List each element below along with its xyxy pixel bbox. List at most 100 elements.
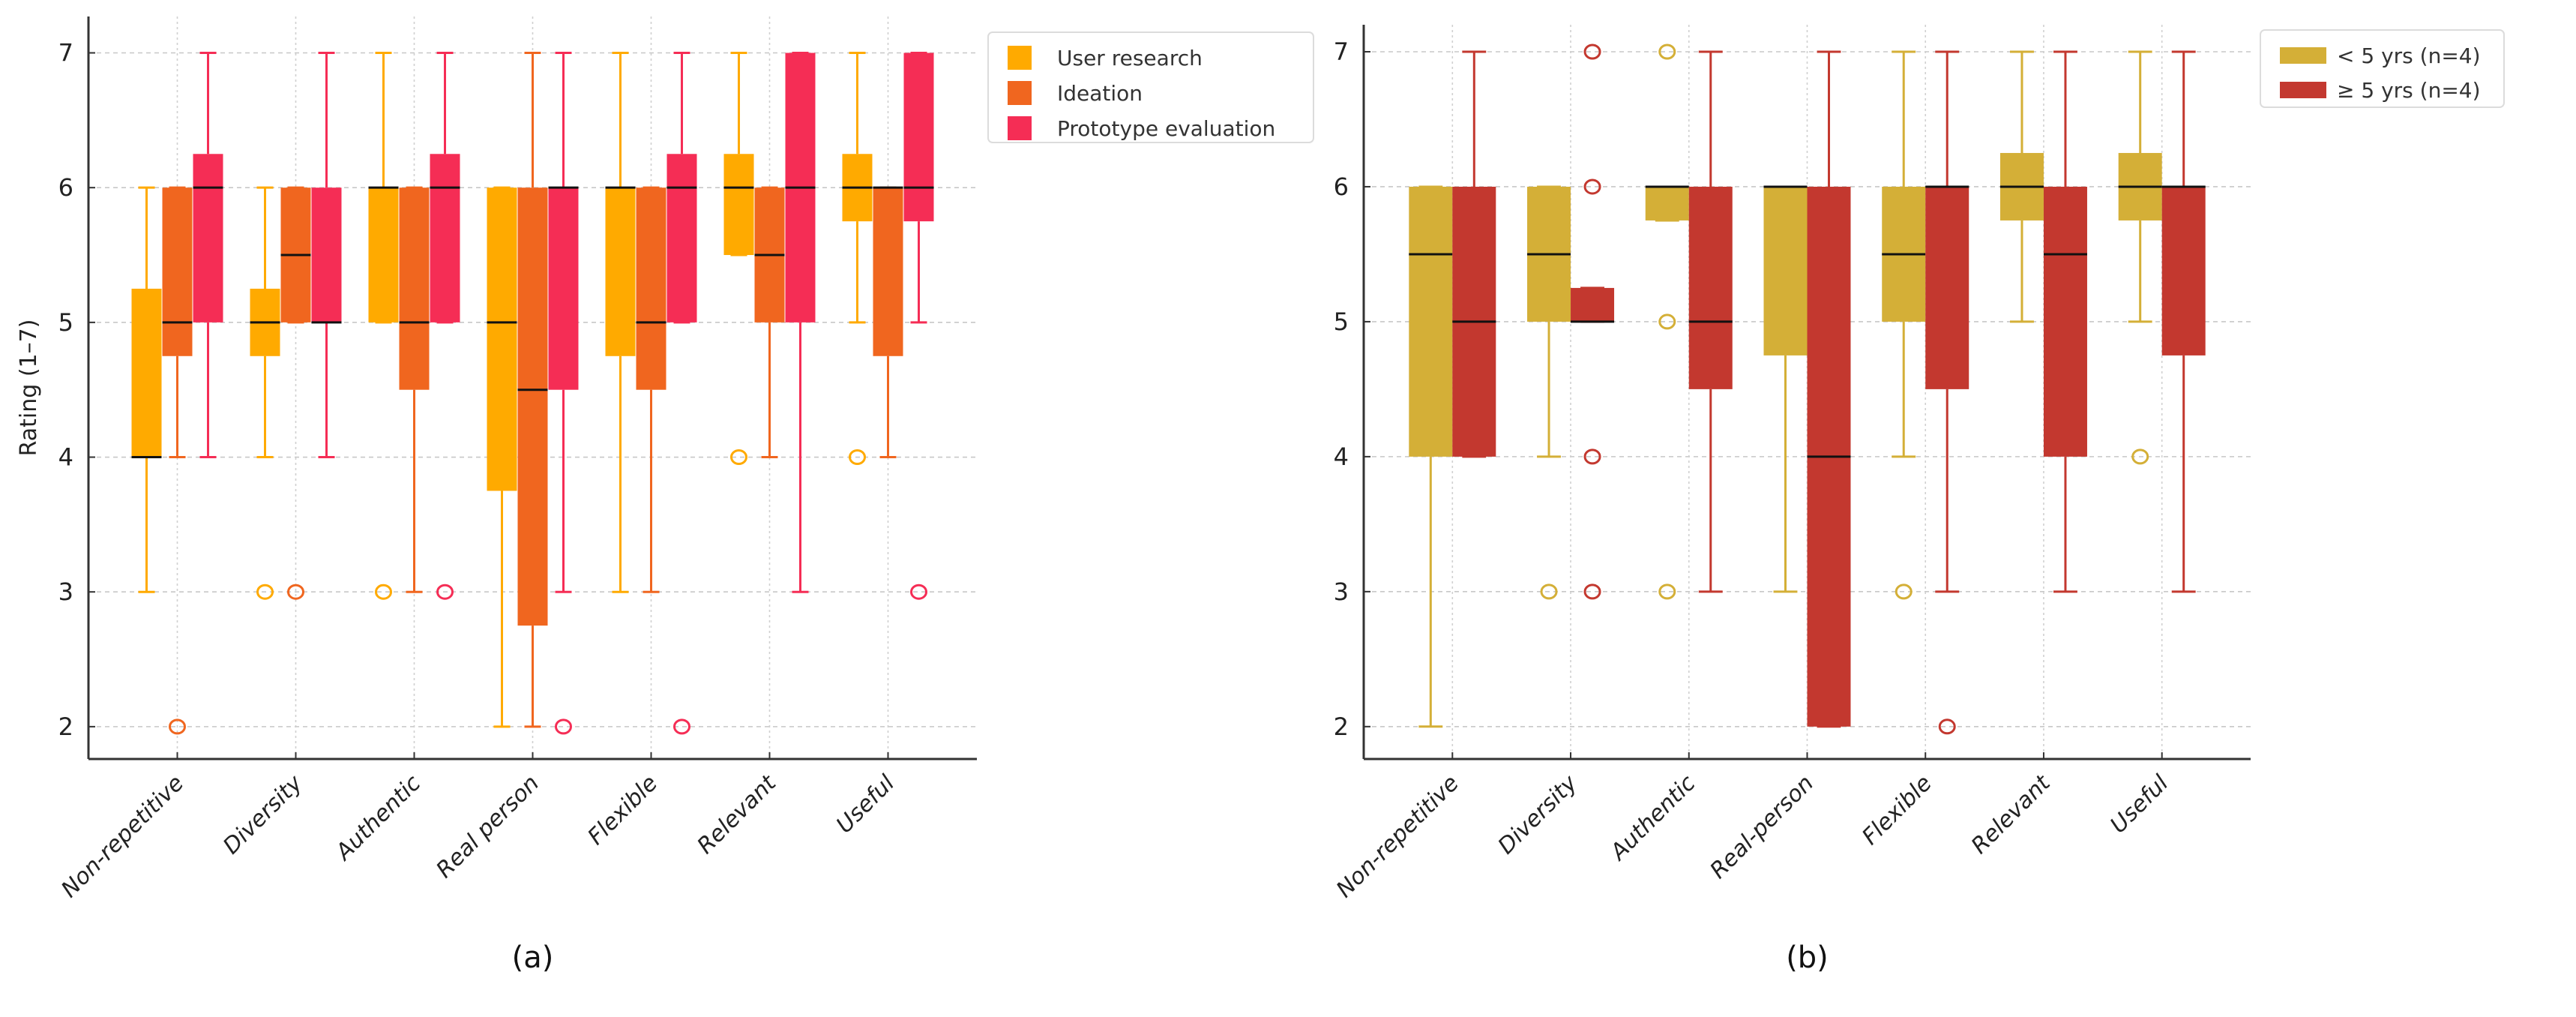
x-tick-label: Flexible	[1857, 770, 1937, 850]
box--5-yrs-n-4--3	[1763, 185, 1808, 593]
outlier-point	[1583, 448, 1601, 465]
legend-label: Prototype evaluation	[1057, 116, 1275, 141]
box-prototype-evaluation-2	[430, 52, 460, 600]
y-tick-label: 3	[58, 578, 73, 606]
box-ideation-5	[754, 186, 785, 459]
box--5-yrs-n-4--5	[1999, 50, 2044, 323]
box-prototype-evaluation-5	[785, 52, 816, 593]
box-user-research-1	[250, 186, 280, 600]
box--5-yrs-n-4--0	[1452, 50, 1496, 458]
outlier-point	[1658, 44, 1676, 60]
box--5-yrs-n-4--4	[1925, 50, 1969, 735]
box-prototype-evaluation-0	[193, 52, 223, 459]
y-tick-label: 6	[58, 173, 73, 202]
box-body	[517, 188, 548, 626]
y-axis-title: Rating (1–7)	[16, 320, 42, 457]
box-user-research-4	[605, 52, 636, 593]
outlier-point	[1895, 584, 1913, 600]
legend-label: < 5 yrs (n=4)	[2337, 44, 2481, 68]
legend-item: < 5 yrs (n=4)	[2280, 44, 2481, 68]
box-body	[2043, 186, 2087, 457]
outlier-point	[287, 584, 304, 600]
box-ideation-2	[399, 186, 430, 593]
x-tick-label: Diversity	[1493, 770, 1583, 860]
legend-swatch	[2280, 82, 2326, 98]
box-body	[723, 154, 754, 256]
x-tick-label: Real-person	[1705, 770, 1819, 884]
box-body	[1925, 186, 1969, 389]
outlier-point	[730, 449, 747, 466]
box-body	[548, 188, 579, 390]
y-tick-label: 3	[1334, 578, 1349, 606]
box-ideation-3	[517, 52, 548, 728]
box-user-research-6	[842, 52, 873, 466]
outlier-point	[2131, 448, 2149, 465]
x-tick-label: Authentic	[1604, 770, 1701, 867]
box-body	[2161, 186, 2206, 356]
box-ideation-1	[280, 186, 311, 600]
outlier-point	[375, 584, 392, 600]
y-tick-label: 7	[58, 39, 73, 68]
legend-swatch	[1008, 81, 1032, 105]
legend-label: User research	[1057, 46, 1203, 70]
box-body	[1645, 186, 1689, 220]
box-ideation-6	[873, 186, 903, 459]
y-tick-label: 4	[58, 443, 73, 472]
x-tick-label: Non-repetitive	[56, 770, 189, 903]
outlier-point	[169, 718, 186, 735]
legend-swatch	[1008, 46, 1032, 70]
box--5-yrs-n-4--1	[1527, 185, 1571, 600]
box-prototype-evaluation-6	[903, 52, 934, 600]
outlier-point	[1658, 584, 1676, 600]
box-user-research-2	[368, 52, 399, 600]
box-body	[1763, 186, 1808, 356]
y-tick-label: 6	[1334, 172, 1349, 201]
y-tick-label: 5	[58, 308, 73, 337]
box-body	[666, 154, 697, 322]
box--5-yrs-n-4--3	[1807, 50, 1851, 728]
box-ideation-0	[162, 186, 193, 735]
box-body	[873, 188, 903, 356]
box-prototype-evaluation-4	[666, 52, 697, 735]
legend-frame	[987, 32, 1314, 143]
y-tick-label: 7	[1334, 38, 1349, 66]
x-tick-label: Relevant	[1966, 770, 2056, 860]
legend-swatch	[1008, 116, 1032, 140]
box-body	[636, 188, 666, 390]
box-ideation-4	[636, 186, 666, 593]
box-body	[131, 288, 162, 458]
outlier-point	[1583, 178, 1601, 195]
legend-swatch	[2280, 47, 2326, 64]
box-user-research-3	[487, 186, 517, 728]
x-tick-label: Useful	[2105, 770, 2174, 838]
box-prototype-evaluation-3	[548, 52, 579, 735]
y-tick-label: 2	[1334, 712, 1349, 741]
box-body	[368, 188, 399, 322]
box--5-yrs-n-4--0	[1409, 185, 1453, 728]
box--5-yrs-n-4--2	[1645, 44, 1689, 600]
box-user-research-5	[723, 52, 754, 466]
box-prototype-evaluation-1	[311, 52, 342, 459]
box-body	[1571, 287, 1615, 322]
outlier-point	[673, 718, 690, 735]
legend-item: ≥ 5 yrs (n=4)	[2280, 78, 2481, 103]
y-tick-label: 4	[1334, 442, 1349, 471]
x-tick-label: Flexible	[583, 770, 663, 850]
outlier-point	[1658, 314, 1676, 330]
box-body	[903, 52, 934, 222]
legend-item: Ideation	[1008, 81, 1143, 106]
box-body	[605, 188, 636, 356]
outlier-point	[910, 584, 927, 600]
y-tick-label: 5	[1334, 308, 1349, 336]
x-tick-label: Diversity	[218, 770, 308, 860]
x-tick-label: Non-repetitive	[1331, 770, 1464, 903]
y-tick-label: 2	[58, 712, 73, 741]
box-user-research-0	[131, 186, 162, 593]
outlier-point	[1583, 44, 1601, 60]
outlier-point	[436, 584, 454, 600]
box-body	[1688, 186, 1733, 389]
legend-item: User research	[1008, 46, 1203, 70]
box--5-yrs-n-4--5	[2043, 50, 2087, 593]
